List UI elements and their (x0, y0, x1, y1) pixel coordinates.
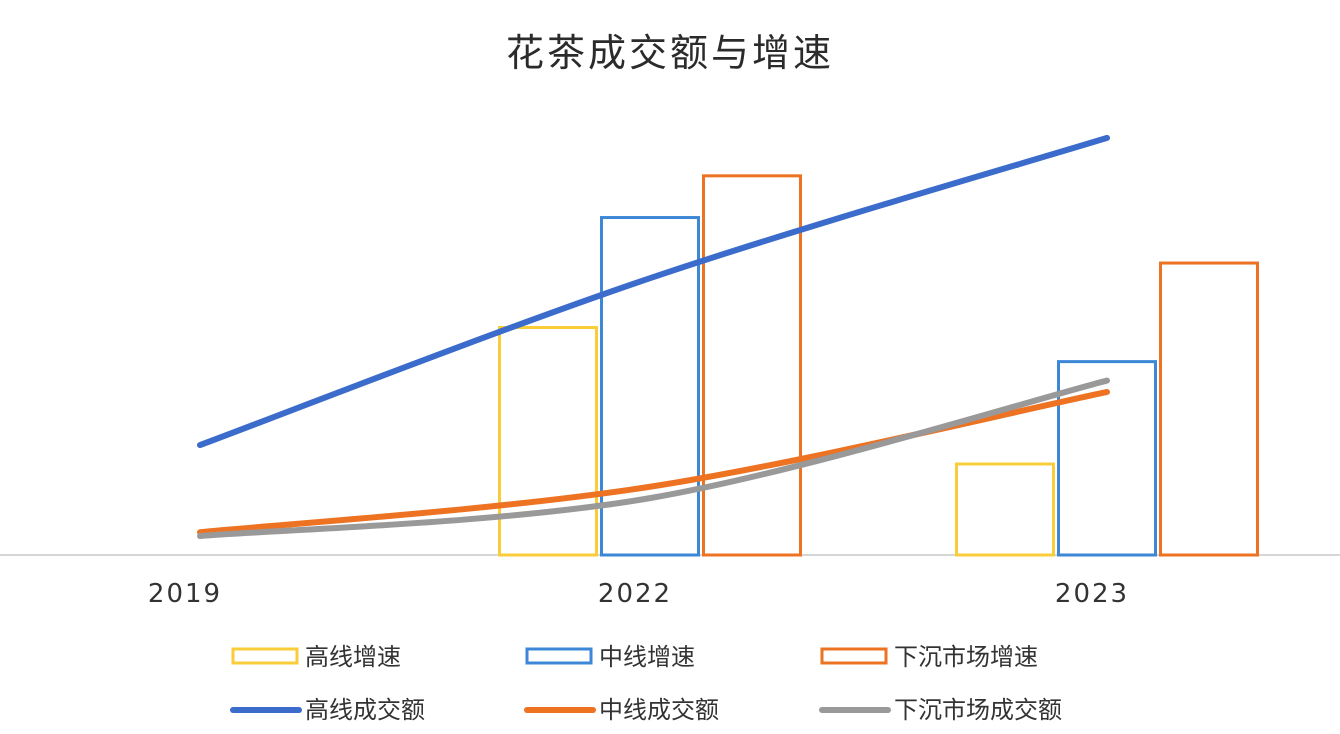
legend-bar-swatch-1 (231, 647, 299, 665)
bar-2-2023 (1057, 360, 1157, 557)
bar-2-2022 (600, 216, 700, 557)
lines-layer (197, 134, 1110, 540)
legend-bar-swatch-3 (820, 647, 888, 665)
x-tick-label-2022: 2022 (598, 579, 672, 609)
bars-layer (498, 174, 1259, 557)
x-tick-labels: 2019 2022 2023 (148, 579, 1129, 609)
x-tick-label-2019: 2019 (148, 579, 222, 609)
line-series-2 (197, 388, 1110, 536)
legend-line-label-2: 中线成交额 (599, 696, 719, 724)
legend-bar-label-1: 高线增速 (305, 643, 401, 671)
line-series-3 (197, 377, 1110, 540)
line-series-1 (197, 134, 1110, 449)
bar-3-2023 (1159, 261, 1259, 557)
legend-line-label-3: 下沉市场成交额 (894, 696, 1062, 724)
legend-bar-label-2: 中线增速 (599, 643, 695, 671)
bar-1-2022 (498, 326, 598, 557)
legend-line-label-1: 高线成交额 (305, 696, 425, 724)
chart-title: 花茶成交额与增速 (505, 31, 834, 75)
bar-1-2023 (955, 462, 1055, 557)
legend-bar-swatch-2 (525, 647, 593, 665)
x-tick-label-2023: 2023 (1055, 579, 1129, 609)
legend-bar-label-3: 下沉市场增速 (894, 643, 1038, 671)
bar-3-2022 (702, 174, 802, 557)
